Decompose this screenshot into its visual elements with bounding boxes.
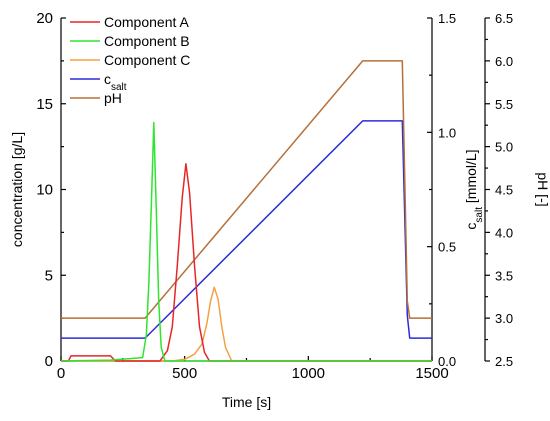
legend-label-main: pH [104,90,122,106]
y-salt-axis-title-unit: [mmol/L] [463,149,479,207]
y-ph-tick-label: 2.5 [495,354,513,369]
series-line-component-b [60,121,432,362]
axes: 0 500 1000 1500 Time [s] 0 5 10 15 20 concentratio… [9,10,550,410]
x-axis-title: Time [s] [222,394,271,410]
x-tick-label: 1000 [292,365,325,382]
y-salt-axis-title: csalt [mmol/L] [463,149,485,229]
x-tick-label: 1500 [415,365,448,382]
legend-label: csalt [104,71,127,93]
y-ph-tick-label: 5.5 [495,97,513,112]
y-salt-axis-title-main: c [463,223,479,230]
y-conc-tick-label: 5 [45,267,53,284]
y-salt-tick-label: 1.0 [438,125,456,140]
series-line-component-a [61,163,432,362]
legend-label: pH [104,90,122,106]
legend-label-sub: salt [111,82,127,93]
y-ph-tick-label: 6.5 [495,11,513,26]
x-tick-label: 500 [172,365,197,382]
legend-label-main: c [104,71,111,87]
series-line-c-salt [61,120,432,339]
legend-label-main: Component B [104,33,190,49]
series-line-component-c [61,286,432,362]
legend-label: Component C [104,52,190,68]
legend-label: Component B [104,33,190,49]
legend-label: Component A [104,14,189,30]
y-ph-tick-label: 4.5 [495,183,513,198]
y-ph-tick-label: 5.0 [495,140,513,155]
y-conc-tick-label: 15 [36,96,53,113]
x-tick-label: 0 [57,365,65,382]
y-ph-axis-title: pH [-] [535,172,550,206]
legend-label-main: Component C [104,52,190,68]
y-ph-tick-label: 4.0 [495,225,513,240]
y-salt-tick-label: 0.5 [438,240,456,255]
y-ph-tick-label: 3.5 [495,268,513,283]
y-salt-axis-title-sub: salt [474,207,485,223]
y-conc-tick-label: 0 [45,353,53,370]
y-conc-axis-title: concentration [g/L] [9,132,25,247]
y-salt-tick-label: 0.0 [438,354,456,369]
y-conc-tick-label: 20 [36,10,53,27]
y-ph-tick-label: 3.0 [495,311,513,326]
legend-label-main: Component A [104,14,189,30]
y-ph-tick-label: 6.0 [495,54,513,69]
y-salt-tick-label: 1.5 [438,11,456,26]
y-conc-tick-label: 10 [36,182,53,199]
series-lines [60,60,432,362]
series-line-ph [61,60,432,319]
